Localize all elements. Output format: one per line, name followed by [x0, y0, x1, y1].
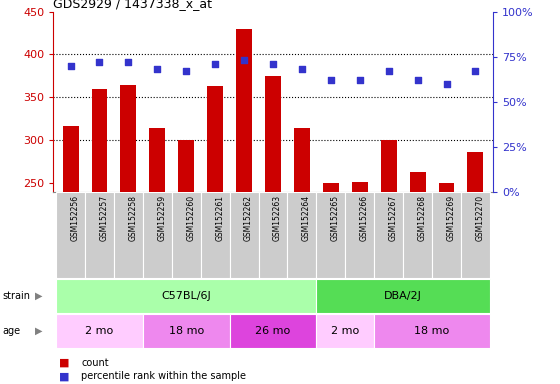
Text: 18 mo: 18 mo: [414, 326, 450, 336]
Bar: [323, 182, 339, 192]
Bar: [410, 172, 426, 192]
Text: 18 mo: 18 mo: [169, 326, 204, 336]
Text: 26 mo: 26 mo: [255, 326, 291, 336]
Bar: [461, 192, 490, 278]
Point: [124, 59, 133, 65]
Text: count: count: [81, 358, 109, 368]
Point: [471, 68, 480, 74]
Text: ■: ■: [59, 371, 69, 381]
Bar: [316, 192, 346, 278]
Bar: [114, 192, 143, 278]
Text: GSM152261: GSM152261: [215, 195, 224, 241]
Text: GSM152266: GSM152266: [360, 195, 369, 241]
Point: [326, 77, 335, 83]
Text: 2 mo: 2 mo: [85, 326, 114, 336]
Bar: [287, 192, 316, 278]
Bar: [143, 314, 230, 348]
Text: GSM152258: GSM152258: [128, 195, 137, 241]
Bar: [200, 192, 230, 278]
Text: ▶: ▶: [35, 291, 42, 301]
Text: C57BL/6J: C57BL/6J: [161, 291, 211, 301]
Bar: [236, 29, 252, 192]
Text: 2 mo: 2 mo: [331, 326, 360, 336]
Bar: [316, 314, 374, 348]
Bar: [178, 141, 194, 192]
Bar: [265, 76, 281, 192]
Bar: [56, 279, 316, 313]
Point: [269, 61, 278, 67]
Bar: [374, 192, 403, 278]
Bar: [230, 314, 316, 348]
Text: GSM152256: GSM152256: [71, 195, 80, 241]
Bar: [150, 127, 165, 192]
Text: GSM152259: GSM152259: [157, 195, 166, 241]
Bar: [63, 126, 78, 192]
Text: GSM152269: GSM152269: [446, 195, 455, 241]
Text: ▶: ▶: [35, 326, 42, 336]
Bar: [56, 192, 85, 278]
Text: GSM152265: GSM152265: [331, 195, 340, 241]
Bar: [346, 192, 374, 278]
Bar: [56, 314, 143, 348]
Bar: [403, 192, 432, 278]
Bar: [352, 182, 368, 192]
Point: [413, 77, 422, 83]
Point: [153, 66, 162, 72]
Bar: [120, 85, 136, 192]
Bar: [91, 89, 108, 192]
Bar: [259, 192, 287, 278]
Text: ■: ■: [59, 358, 69, 368]
Text: GSM152257: GSM152257: [100, 195, 109, 241]
Bar: [230, 192, 259, 278]
Bar: [172, 192, 200, 278]
Point: [384, 68, 393, 74]
Point: [297, 66, 306, 72]
Text: GSM152270: GSM152270: [475, 195, 484, 241]
Point: [95, 59, 104, 65]
Point: [211, 61, 220, 67]
Text: GSM152264: GSM152264: [302, 195, 311, 241]
Bar: [432, 192, 461, 278]
Text: GSM152263: GSM152263: [273, 195, 282, 241]
Text: DBA/2J: DBA/2J: [384, 291, 422, 301]
Text: age: age: [3, 326, 21, 336]
Bar: [85, 192, 114, 278]
Bar: [374, 314, 490, 348]
Bar: [468, 152, 483, 192]
Text: GSM152262: GSM152262: [244, 195, 253, 241]
Point: [240, 57, 249, 63]
Point: [66, 63, 75, 69]
Bar: [316, 279, 490, 313]
Text: percentile rank within the sample: percentile rank within the sample: [81, 371, 246, 381]
Bar: [438, 182, 455, 192]
Bar: [381, 139, 396, 192]
Point: [182, 68, 191, 74]
Text: GSM152268: GSM152268: [418, 195, 427, 241]
Text: GSM152260: GSM152260: [186, 195, 195, 241]
Text: GDS2929 / 1437338_x_at: GDS2929 / 1437338_x_at: [53, 0, 212, 10]
Text: GSM152267: GSM152267: [389, 195, 398, 241]
Bar: [207, 86, 223, 192]
Text: strain: strain: [3, 291, 31, 301]
Bar: [143, 192, 172, 278]
Point: [442, 81, 451, 87]
Point: [355, 77, 364, 83]
Bar: [294, 128, 310, 192]
